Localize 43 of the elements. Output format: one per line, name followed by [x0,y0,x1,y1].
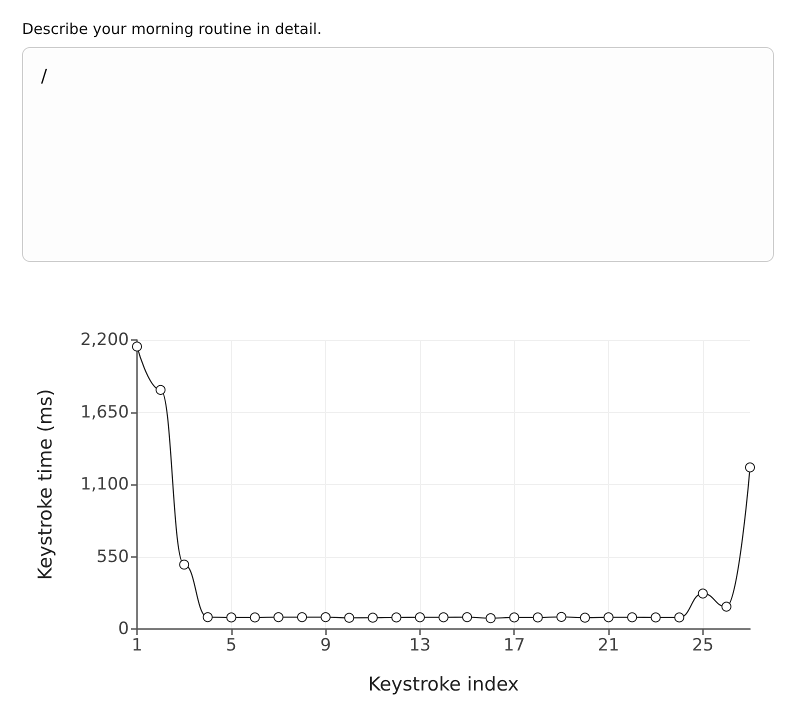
point [721,602,732,612]
chart-title: Describe your morning routine in detail. [22,20,322,38]
x-tick-label: 21 [598,636,620,656]
point [179,560,190,570]
point [320,612,331,622]
point [344,612,354,623]
point [698,588,708,599]
y-tick-label: 0 [118,619,129,639]
x-tick-label: 5 [226,636,237,656]
point [650,612,661,622]
x-tick-label: 1 [132,636,142,656]
point [674,612,684,622]
point [391,612,402,622]
x-axis-title: Keystroke index [368,674,519,696]
point [132,342,142,352]
y-tick-label: 2,200 [80,330,129,350]
point [273,612,284,622]
point [509,612,520,622]
point [462,612,472,622]
point [202,612,213,622]
point [297,612,308,622]
point [532,612,543,622]
point [604,612,614,622]
y-tick-label: 1,650 [80,402,129,422]
point [627,612,638,622]
point [580,612,590,623]
point [414,612,425,622]
point [486,613,496,624]
point [438,612,448,622]
point [745,462,755,472]
point [368,612,378,623]
point [226,612,236,622]
y-tick-label: 550 [96,546,129,567]
text-field: / [22,47,774,262]
point [156,384,166,395]
point [556,612,566,622]
x-tick-label: 9 [320,636,332,656]
x-tick-label: 13 [409,636,431,656]
point [250,612,260,622]
x-tick-label: 25 [692,636,714,656]
y-axis-title: Keystroke time (ms) [34,388,56,580]
x-tick-label: 17 [503,636,526,656]
y-tick-label: 1,100 [80,474,129,494]
